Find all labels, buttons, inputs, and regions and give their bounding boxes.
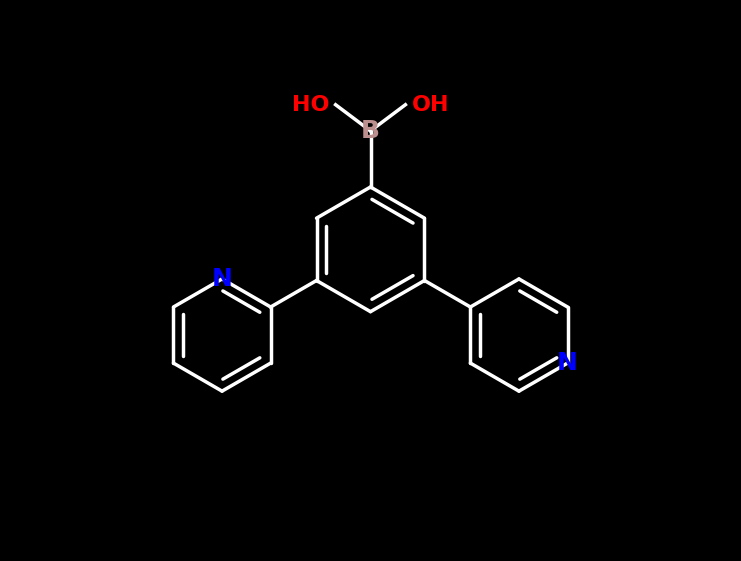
Text: N: N	[212, 267, 233, 291]
Text: HO: HO	[292, 95, 329, 114]
Text: N: N	[557, 351, 578, 375]
Text: OH: OH	[412, 95, 449, 114]
Text: B: B	[361, 119, 380, 143]
